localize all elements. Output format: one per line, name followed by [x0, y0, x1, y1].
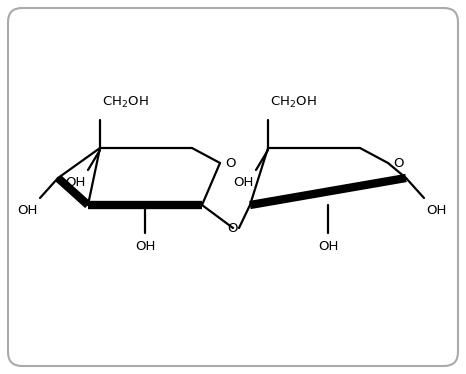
Text: O: O [228, 221, 238, 234]
Text: O: O [393, 156, 404, 169]
Text: OH: OH [18, 204, 38, 217]
Text: OH: OH [318, 240, 338, 253]
Text: OH: OH [426, 204, 446, 217]
Text: OH: OH [66, 176, 86, 189]
Text: CH$_2$OH: CH$_2$OH [270, 95, 316, 110]
Text: OH: OH [135, 240, 155, 253]
Text: CH$_2$OH: CH$_2$OH [102, 95, 149, 110]
FancyBboxPatch shape [8, 8, 458, 366]
Text: O: O [225, 156, 235, 169]
Text: OH: OH [233, 176, 254, 189]
